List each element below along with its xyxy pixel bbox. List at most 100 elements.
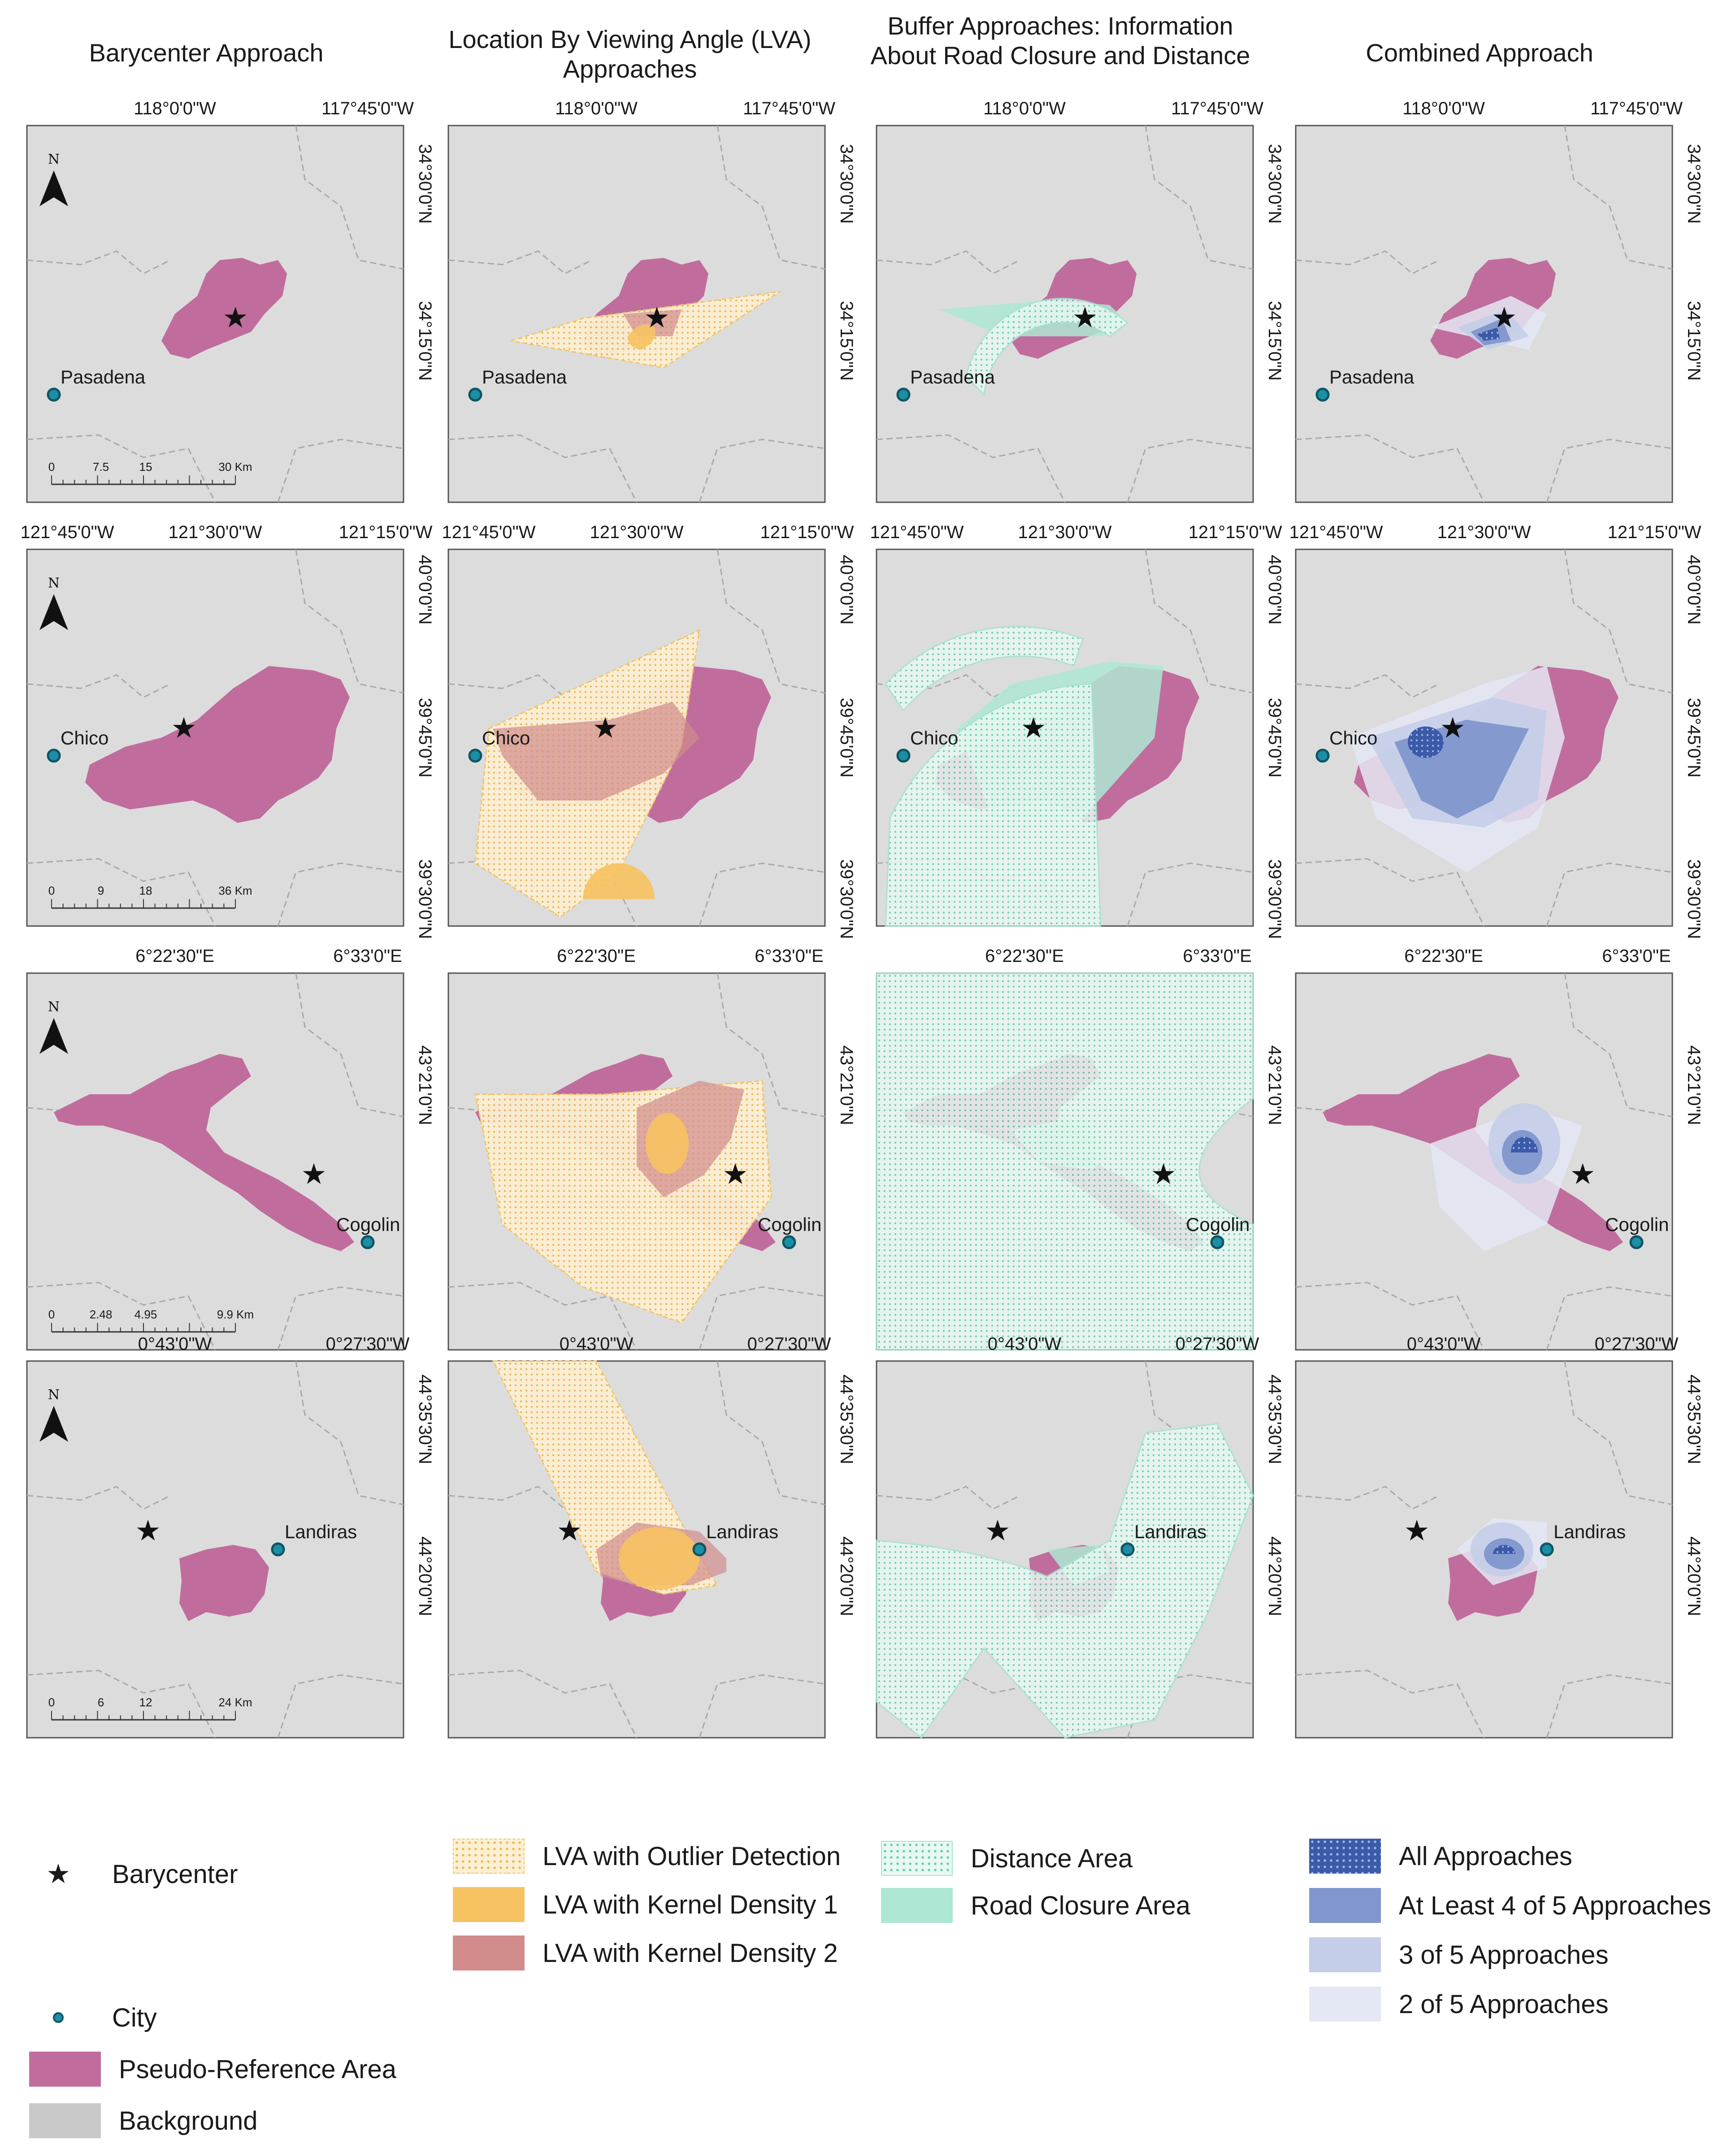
scale-tick-label: 0: [48, 884, 55, 897]
latitude-label: 40°0'0"N: [1265, 555, 1285, 625]
map-panel: ★ Cogolin N 0 2.48 4.95 9.9 Km 6°22'30"E 6°33'0"…: [26, 946, 435, 1351]
city-label: Landiras: [285, 1521, 357, 1542]
latitude-label: 40°0'0"N: [1684, 555, 1704, 625]
longitude-label: 118°0'0"W: [1402, 99, 1485, 118]
lva-kd2-swatch: [453, 1936, 525, 1970]
barycenter-star-icon: ★: [722, 1158, 748, 1191]
latitude-label: 34°30'0"N: [415, 144, 435, 224]
all-approaches-area: [1493, 1545, 1515, 1554]
admin-boundary: [26, 125, 404, 503]
pseudo-reference-area: [54, 1054, 354, 1251]
longitude-label: 117°45'0"W: [1171, 99, 1263, 118]
legend-background-label: Background: [119, 2106, 258, 2136]
admin-boundary: [876, 549, 1254, 926]
distance-area: [885, 626, 1102, 927]
city-dot-icon: [47, 387, 61, 402]
legend-road-closure: Road Closure Area: [881, 1888, 1190, 1923]
background-swatch: [29, 2103, 101, 2138]
barycenter-star-icon: ★: [556, 1514, 582, 1548]
city-dot-icon: [782, 1235, 796, 1249]
latitude-label: 34°15'0"N: [1684, 301, 1704, 381]
latitude-label: 39°30'0"N: [1265, 859, 1285, 939]
longitude-label: 121°30'0"W: [168, 522, 262, 542]
latitude-label: 44°20'0"N: [415, 1536, 435, 1616]
map-panel: ★ Cogolin 6°22'30"E 6°33'0"E 43°21'0"N: [447, 946, 856, 1351]
distance-area: [876, 972, 1254, 1351]
scale-tick-label: 9.9 Km: [217, 1308, 254, 1321]
scale-tick-label: 24 Km: [218, 1696, 252, 1709]
latitude-label: 39°30'0"N: [415, 859, 435, 939]
latitude-label: 44°35'30"N: [415, 1374, 435, 1464]
legend-two-of-5-label: 2 of 5 Approaches: [1399, 1989, 1609, 2019]
north-arrow-icon: N: [39, 999, 68, 1054]
longitude-label: 117°45'0"W: [743, 99, 835, 118]
city-dot-icon: [468, 748, 482, 763]
pseudo-reference-area: [179, 1545, 269, 1621]
column-title-combined: Combined Approach: [1366, 39, 1593, 67]
scale-tick-label: 0: [48, 1696, 55, 1709]
longitude-label: 0°43'0"W: [1407, 1334, 1481, 1354]
longitude-label: 121°15'0"W: [339, 522, 432, 542]
legend-city: City: [22, 2000, 157, 2035]
scale-tick-label: 18: [139, 884, 152, 897]
map-panel: ★ Pasadena 118°0'0"W 117°45'0"W 34°30'0"N 34°…: [447, 99, 856, 503]
scale-bar: 0 9 18 36 Km: [48, 884, 252, 909]
latitude-label: 43°21'0"N: [1684, 1045, 1704, 1125]
latitude-label: 44°35'30"N: [1684, 1374, 1704, 1464]
city-dot-icon: [1540, 1542, 1554, 1557]
city-label: Chico: [61, 727, 108, 748]
legend-background: Background: [29, 2103, 258, 2138]
two-of-5-swatch: [1309, 1987, 1381, 2022]
longitude-label: 118°0'0"W: [983, 99, 1066, 118]
latitude-label: 34°30'0"N: [837, 144, 856, 224]
city-label: Pasadena: [910, 366, 995, 387]
legend-lva-kd1: LVA with Kernel Density 1: [453, 1887, 838, 1922]
latitude-label: 43°21'0"N: [415, 1045, 435, 1125]
latitude-label: 34°15'0"N: [415, 301, 435, 381]
barycenter-star-icon: ★: [1440, 712, 1465, 745]
longitude-label: 6°22'30"E: [557, 946, 636, 966]
map-panel: ★ Pasadena 118°0'0"W 117°45'0"W 34°30'0"N 34°…: [1295, 99, 1704, 503]
longitude-label: 118°0'0"W: [555, 99, 638, 118]
distance-area-swatch: [881, 1841, 953, 1876]
admin-boundary: [1295, 125, 1673, 503]
map-panel: ★ Landiras 0°43'0"W 0°27'30"W 44°35'30"N 44°2…: [876, 1334, 1285, 1739]
barycenter-star-icon: ★: [135, 1514, 161, 1548]
longitude-label: 121°30'0"W: [1018, 522, 1111, 542]
scale-bar: 0 7.5 15 30 Km: [48, 460, 252, 485]
longitude-label: 0°43'0"W: [138, 1334, 212, 1354]
barycenter-star-icon: ★: [592, 712, 618, 745]
city-dot-icon: [1210, 1235, 1224, 1249]
map-panel: ★ Pasadena 118°0'0"W 117°45'0"W 34°30'0"N 34°…: [876, 99, 1285, 503]
legend-all-approaches-label: All Approaches: [1399, 1841, 1572, 1871]
all-approaches-area: [1477, 327, 1500, 341]
city-dot-icon: [896, 387, 911, 402]
star-icon: ★: [46, 1859, 70, 1889]
longitude-label: 121°15'0"W: [760, 522, 854, 542]
latitude-label: 39°45'0"N: [837, 698, 856, 778]
longitude-label: 6°33'0"E: [333, 946, 402, 966]
longitude-label: 121°45'0"W: [1289, 522, 1383, 542]
city-label: Pasadena: [1329, 366, 1415, 387]
longitude-label: 121°15'0"W: [1607, 522, 1701, 542]
legend-three-of-5-label: 3 of 5 Approaches: [1399, 1940, 1609, 1970]
legend-barycenter: ★ Barycenter: [22, 1857, 238, 1892]
latitude-label: 39°45'0"N: [1265, 698, 1285, 778]
city-label: Chico: [910, 727, 958, 748]
longitude-label: 0°27'30"W: [326, 1334, 410, 1354]
lva-kd2-area: [493, 702, 699, 800]
city-label: Cogolin: [336, 1214, 400, 1235]
legend-at-least-4: At Least 4 of 5 Approaches: [1309, 1888, 1711, 1923]
legend-lva-kd2: LVA with Kernel Density 2: [453, 1936, 838, 1970]
at-least-4-swatch: [1309, 1888, 1381, 1923]
latitude-label: 34°15'0"N: [1265, 301, 1285, 381]
latitude-label: 44°20'0"N: [1265, 1536, 1285, 1616]
legend-distance-area-label: Distance Area: [971, 1844, 1133, 1873]
legend-barycenter-label: Barycenter: [112, 1859, 238, 1889]
pseudo-reference-area: [85, 666, 350, 823]
north-label: N: [48, 1387, 60, 1403]
legend-road-closure-label: Road Closure Area: [971, 1891, 1191, 1920]
north-label: N: [48, 152, 60, 167]
lva-kd1-area: [583, 863, 655, 899]
road-closure-swatch: [881, 1888, 953, 1923]
